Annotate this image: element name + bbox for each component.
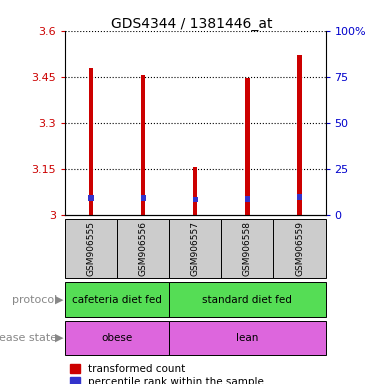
Legend: transformed count, percentile rank within the sample: transformed count, percentile rank withi… [70, 364, 264, 384]
Text: disease state: disease state [0, 333, 57, 343]
Bar [221, 219, 273, 278]
Bar [298, 55, 301, 215]
Bar [169, 321, 326, 355]
Bar [65, 321, 169, 355]
Bar [141, 195, 146, 201]
Bar [169, 282, 326, 317]
Bar [246, 78, 249, 215]
Text: GSM906555: GSM906555 [87, 221, 96, 276]
Bar [193, 197, 198, 202]
Bar [65, 282, 169, 317]
Bar [169, 219, 221, 278]
Text: obese: obese [101, 333, 133, 343]
Text: GSM906558: GSM906558 [243, 221, 252, 276]
Bar [273, 219, 326, 278]
Text: GSM906557: GSM906557 [191, 221, 200, 276]
Text: lean: lean [236, 333, 259, 343]
Bar [117, 219, 169, 278]
Bar [89, 68, 93, 215]
Text: ▶: ▶ [55, 295, 63, 305]
Bar [245, 196, 250, 202]
Text: standard diet fed: standard diet fed [203, 295, 292, 305]
Bar [141, 75, 145, 215]
Text: ▶: ▶ [55, 333, 63, 343]
Text: protocol: protocol [12, 295, 57, 305]
Bar [65, 219, 117, 278]
Text: GSM906559: GSM906559 [295, 221, 304, 276]
Text: GDS4344 / 1381446_at: GDS4344 / 1381446_at [111, 17, 272, 31]
Bar [88, 195, 94, 201]
Bar [297, 194, 302, 200]
Text: GSM906556: GSM906556 [139, 221, 148, 276]
Bar [193, 167, 197, 215]
Text: cafeteria diet fed: cafeteria diet fed [72, 295, 162, 305]
